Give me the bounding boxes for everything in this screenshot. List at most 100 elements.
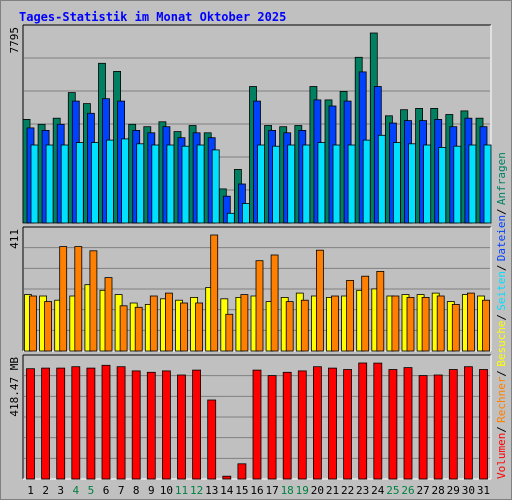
x-tick-label-day-12: 12: [190, 484, 203, 497]
bar-rechner-day-27: [421, 296, 430, 352]
bar-seiten-day-5: [91, 142, 99, 224]
bar-volumen-day-31: [479, 369, 488, 480]
bar-seiten-day-24: [377, 134, 386, 224]
bar-rechner-day-25: [391, 295, 400, 352]
bar-rechner-day-17: [270, 254, 279, 352]
legend-separator: /: [495, 264, 508, 271]
bar-volumen-day-26: [403, 367, 413, 480]
x-tick-label-day-1: 1: [27, 484, 34, 497]
bar-volumen-day-3: [56, 367, 66, 480]
bar-volumen-day-28: [433, 374, 443, 480]
bar-rechner-day-22: [346, 279, 355, 352]
x-tick-label-day-16: 16: [250, 484, 263, 497]
bar-seiten-day-28: [438, 146, 447, 224]
bar-rechner-day-7: [119, 305, 128, 352]
bar-rechner-day-1: [29, 295, 37, 352]
legend-volumen: Volumen: [495, 433, 508, 479]
bar-rechner-day-4: [74, 246, 83, 352]
x-tick-label-day-29: 29: [447, 484, 460, 497]
bar-rechner-day-20: [315, 249, 324, 352]
x-tick-label-day-28: 28: [432, 484, 445, 497]
x-tick-label-day-8: 8: [133, 484, 140, 497]
x-tick-label-day-17: 17: [265, 484, 278, 497]
bar-volumen-day-10: [161, 370, 171, 480]
bar-seiten-day-20: [317, 142, 326, 224]
bar-seiten-day-7: [121, 138, 129, 224]
bar-seiten-day-1: [30, 144, 39, 224]
x-tick-label-day-22: 22: [341, 484, 354, 497]
bar-seiten-day-2: [45, 144, 54, 224]
bar-rechner-day-28: [436, 295, 445, 352]
bar-rechner-day-30: [466, 292, 475, 352]
y-axis-max-label: 418.47 MB: [8, 357, 21, 417]
bar-volumen-day-20: [312, 366, 322, 480]
bar-rechner-day-19: [300, 299, 309, 352]
bar-volumen-day-19: [297, 370, 307, 480]
bar-volumen-day-6: [101, 364, 111, 480]
bar-rechner-day-11: [180, 302, 188, 352]
bar-volumen-day-18: [282, 371, 292, 480]
bar-volumen-day-12: [192, 369, 202, 480]
x-tick-label-day-30: 30: [462, 484, 475, 497]
bar-seiten-day-11: [181, 145, 190, 224]
bar-volumen-day-13: [207, 399, 217, 480]
x-tick-label-day-11: 11: [175, 484, 188, 497]
bar-rechner-day-13: [210, 234, 219, 352]
x-tick-label-day-2: 2: [42, 484, 49, 497]
bar-seiten-day-12: [196, 144, 205, 224]
bar-rechner-day-3: [59, 246, 68, 352]
x-tick-label-day-9: 9: [148, 484, 155, 497]
bar-volumen-day-11: [177, 374, 186, 480]
x-tick-label-day-26: 26: [401, 484, 414, 497]
bar-rechner-day-2: [44, 301, 52, 352]
legend-seiten: Seiten: [495, 271, 508, 311]
legend-separator: /: [495, 426, 508, 433]
x-tick-label-day-10: 10: [160, 484, 173, 497]
x-tick-label-day-18: 18: [281, 484, 294, 497]
y-axis-max-label: 411: [8, 229, 21, 249]
bar-volumen-day-14: [222, 475, 232, 480]
y-axis-max-label: 7795: [8, 27, 21, 54]
x-tick-label-day-21: 21: [326, 484, 339, 497]
x-tick-label-day-20: 20: [311, 484, 324, 497]
legend-separator: /: [495, 370, 508, 377]
bar-rechner-day-16: [255, 260, 264, 352]
bar-seiten-day-23: [362, 139, 371, 224]
legend-dateien: Dateien: [495, 215, 508, 261]
bar-volumen-day-2: [41, 367, 50, 480]
bar-rechner-day-12: [195, 302, 204, 352]
bar-seiten-day-6: [106, 139, 114, 224]
bar-volumen-day-27: [418, 375, 428, 480]
legend-rechner: Rechner: [495, 376, 508, 423]
bar-volumen-day-5: [86, 367, 96, 480]
bar-dateien-day-14: [222, 195, 231, 224]
legend-separator: /: [495, 314, 508, 321]
bar-rechner-day-26: [406, 296, 415, 352]
bar-seiten-day-26: [408, 143, 416, 224]
bar-seiten-day-27: [423, 144, 432, 224]
bar-rechner-day-24: [376, 270, 385, 352]
x-tick-label-day-25: 25: [386, 484, 399, 497]
bar-rechner-day-21: [331, 295, 339, 352]
bar-seiten-day-31: [483, 144, 492, 224]
bar-volumen-day-21: [328, 367, 337, 480]
bar-rechner-day-8: [134, 306, 143, 352]
bar-volumen-day-29: [448, 369, 458, 480]
bar-rechner-day-14: [225, 313, 234, 352]
bar-seiten-day-17: [272, 145, 281, 224]
legend-anfragen: Anfragen: [495, 152, 508, 205]
bar-volumen-day-23: [358, 362, 368, 480]
bar-seiten-day-14: [226, 212, 235, 224]
x-tick-label-day-14: 14: [220, 484, 234, 497]
bar-seiten-day-21: [332, 144, 341, 224]
bar-seiten-day-8: [136, 143, 145, 224]
bar-rechner-day-10: [164, 292, 173, 352]
bar-seiten-day-19: [302, 144, 311, 224]
bar-seiten-day-9: [151, 144, 160, 224]
bar-rechner-day-9: [149, 295, 158, 352]
bar-seiten-day-4: [75, 142, 84, 224]
chart-title: Tages-Statistik im Monat Oktober 2025: [19, 10, 286, 24]
bar-seiten-day-18: [287, 144, 296, 224]
